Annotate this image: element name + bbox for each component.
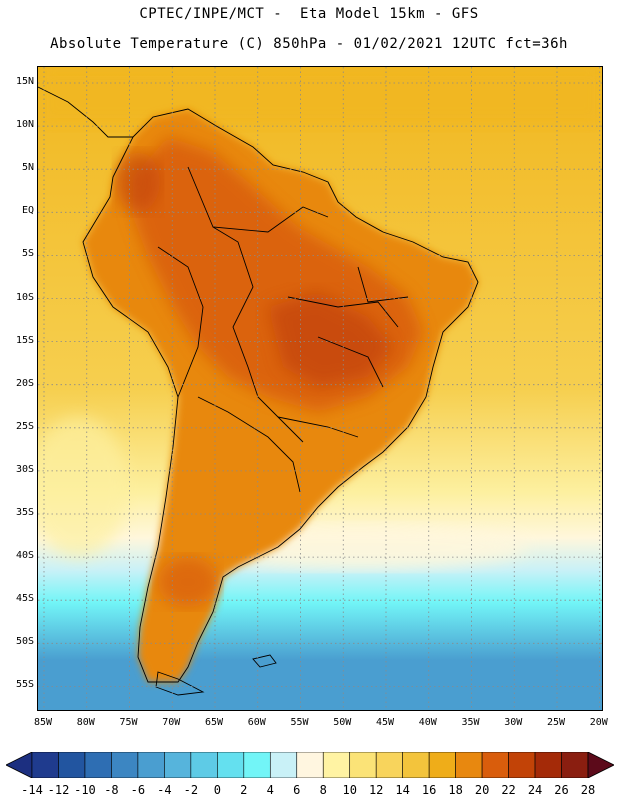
colorbar-swatch xyxy=(58,752,86,778)
colorbar-boxes xyxy=(31,752,589,778)
map-title: CPTEC/INPE/MCT - Eta Model 15km - GFS xyxy=(139,6,479,22)
longitude-label: 50W xyxy=(333,717,352,728)
colorbar-label: -4 xyxy=(157,783,172,797)
latitude-label: 5S xyxy=(21,248,34,260)
ocean-warm-band xyxy=(38,67,602,127)
latitude-label: 10N xyxy=(15,119,34,131)
colorbar-swatch xyxy=(428,752,456,778)
latitude-label: 35S xyxy=(15,507,34,518)
border-argentina xyxy=(197,396,301,493)
colorbar-swatch xyxy=(31,752,59,778)
border-brazil-west xyxy=(212,226,304,443)
tierra-del-fuego xyxy=(155,671,205,696)
colorbar-swatch xyxy=(402,752,430,778)
latitude-label: 5N xyxy=(21,162,34,174)
colorbar-swatch xyxy=(137,752,165,778)
longitude-label: 35W xyxy=(461,717,480,728)
colorbar-label: 28 xyxy=(580,783,596,797)
longitude-label: 45W xyxy=(375,717,395,728)
central-america xyxy=(38,86,133,138)
latitude-label: 15N xyxy=(15,76,34,87)
colorbar-label: 12 xyxy=(368,783,384,797)
country-borders xyxy=(38,86,479,696)
colorbar-label: -6 xyxy=(130,783,146,797)
latitude-label: EQ xyxy=(21,205,34,217)
latitude-label: 55S xyxy=(15,679,34,691)
longitude-label: 65W xyxy=(204,717,224,728)
border-andes xyxy=(157,246,204,398)
colorbar-swatch xyxy=(561,752,589,778)
colorbar-label: -2 xyxy=(183,783,199,797)
colorbar-high-arrow xyxy=(587,752,614,778)
colorbar-swatch xyxy=(164,752,192,778)
colorbar-label: 22 xyxy=(501,783,516,797)
border-states-1 xyxy=(287,296,399,328)
colorbar-swatch xyxy=(269,752,298,778)
colorbar-swatch xyxy=(349,752,377,778)
latitude-label: 40S xyxy=(15,550,34,562)
coastline xyxy=(82,108,479,683)
latitude-label: 50S xyxy=(15,636,34,648)
colorbar-label: 4 xyxy=(266,783,274,797)
longitude-label: 60W xyxy=(247,717,266,728)
map-subtitle: Absolute Temperature (C) 850hPa - 01/02/… xyxy=(50,36,568,52)
colorbar-swatch xyxy=(481,752,509,778)
latitude-label: 30S xyxy=(15,463,34,475)
colorbar-label: 18 xyxy=(448,783,463,797)
latitude-label: 15S xyxy=(15,334,34,346)
latitude-label: 25S xyxy=(15,420,34,432)
longitude-label: 75W xyxy=(119,717,138,728)
colorbar-swatch xyxy=(375,752,403,778)
color-scale-bar xyxy=(6,752,614,778)
longitude-label: 20W xyxy=(589,717,608,728)
hot-andes-north xyxy=(116,152,160,212)
colorbar-label: -14 xyxy=(21,783,43,797)
colorbar-swatch xyxy=(508,752,536,778)
colorbar-swatch xyxy=(190,752,218,778)
colorbar-swatch xyxy=(217,752,245,778)
colorbar-swatch xyxy=(534,752,562,778)
colorbar-label: 2 xyxy=(240,783,248,797)
colorbar-swatch xyxy=(455,752,483,778)
longitude-label: 55W xyxy=(290,717,309,728)
colorbar-label: 8 xyxy=(319,783,327,797)
longitude-label: 80W xyxy=(76,717,95,728)
colorbar-low-arrow xyxy=(6,752,33,778)
colorbar-label: 10 xyxy=(342,783,357,797)
colorbar-label: 6 xyxy=(293,783,301,797)
longitude-label: 70W xyxy=(162,717,181,728)
border-north xyxy=(187,166,329,233)
colorbar-label: -8 xyxy=(104,783,119,797)
longitude-label: 85W xyxy=(33,717,53,728)
latitude-label: 10S xyxy=(15,291,34,303)
hot-patagonia xyxy=(158,557,218,607)
colorbar-swatch xyxy=(84,752,112,778)
longitude-label: 30W xyxy=(504,717,523,728)
colorbar-label: -12 xyxy=(47,783,70,797)
falklands xyxy=(252,654,277,668)
colorbar-label: 14 xyxy=(395,783,410,797)
colorbar-label: 26 xyxy=(554,783,569,797)
colorbar-label: 0 xyxy=(213,783,221,797)
colorbar-swatch xyxy=(111,752,139,778)
ocean-pale-pocket xyxy=(38,417,128,557)
colorbar-label: 24 xyxy=(527,783,543,797)
colorbar-label: 16 xyxy=(421,783,437,797)
colorbar-swatch xyxy=(243,752,271,778)
border-brazil-south xyxy=(277,416,359,438)
hotter-core xyxy=(268,292,393,387)
temperature-map xyxy=(37,66,603,711)
colorbar-label: -10 xyxy=(74,783,96,797)
map-canvas xyxy=(38,67,602,710)
longitude-label: 40W xyxy=(418,717,437,728)
latitude-label: 45S xyxy=(15,593,34,605)
colorbar-label: 20 xyxy=(474,783,490,797)
colorbar-swatch xyxy=(322,752,351,778)
border-states-2 xyxy=(317,336,384,388)
longitude-label: 25W xyxy=(546,717,566,728)
colorbar-swatch xyxy=(296,752,324,778)
latitude-label: 20S xyxy=(15,377,34,389)
